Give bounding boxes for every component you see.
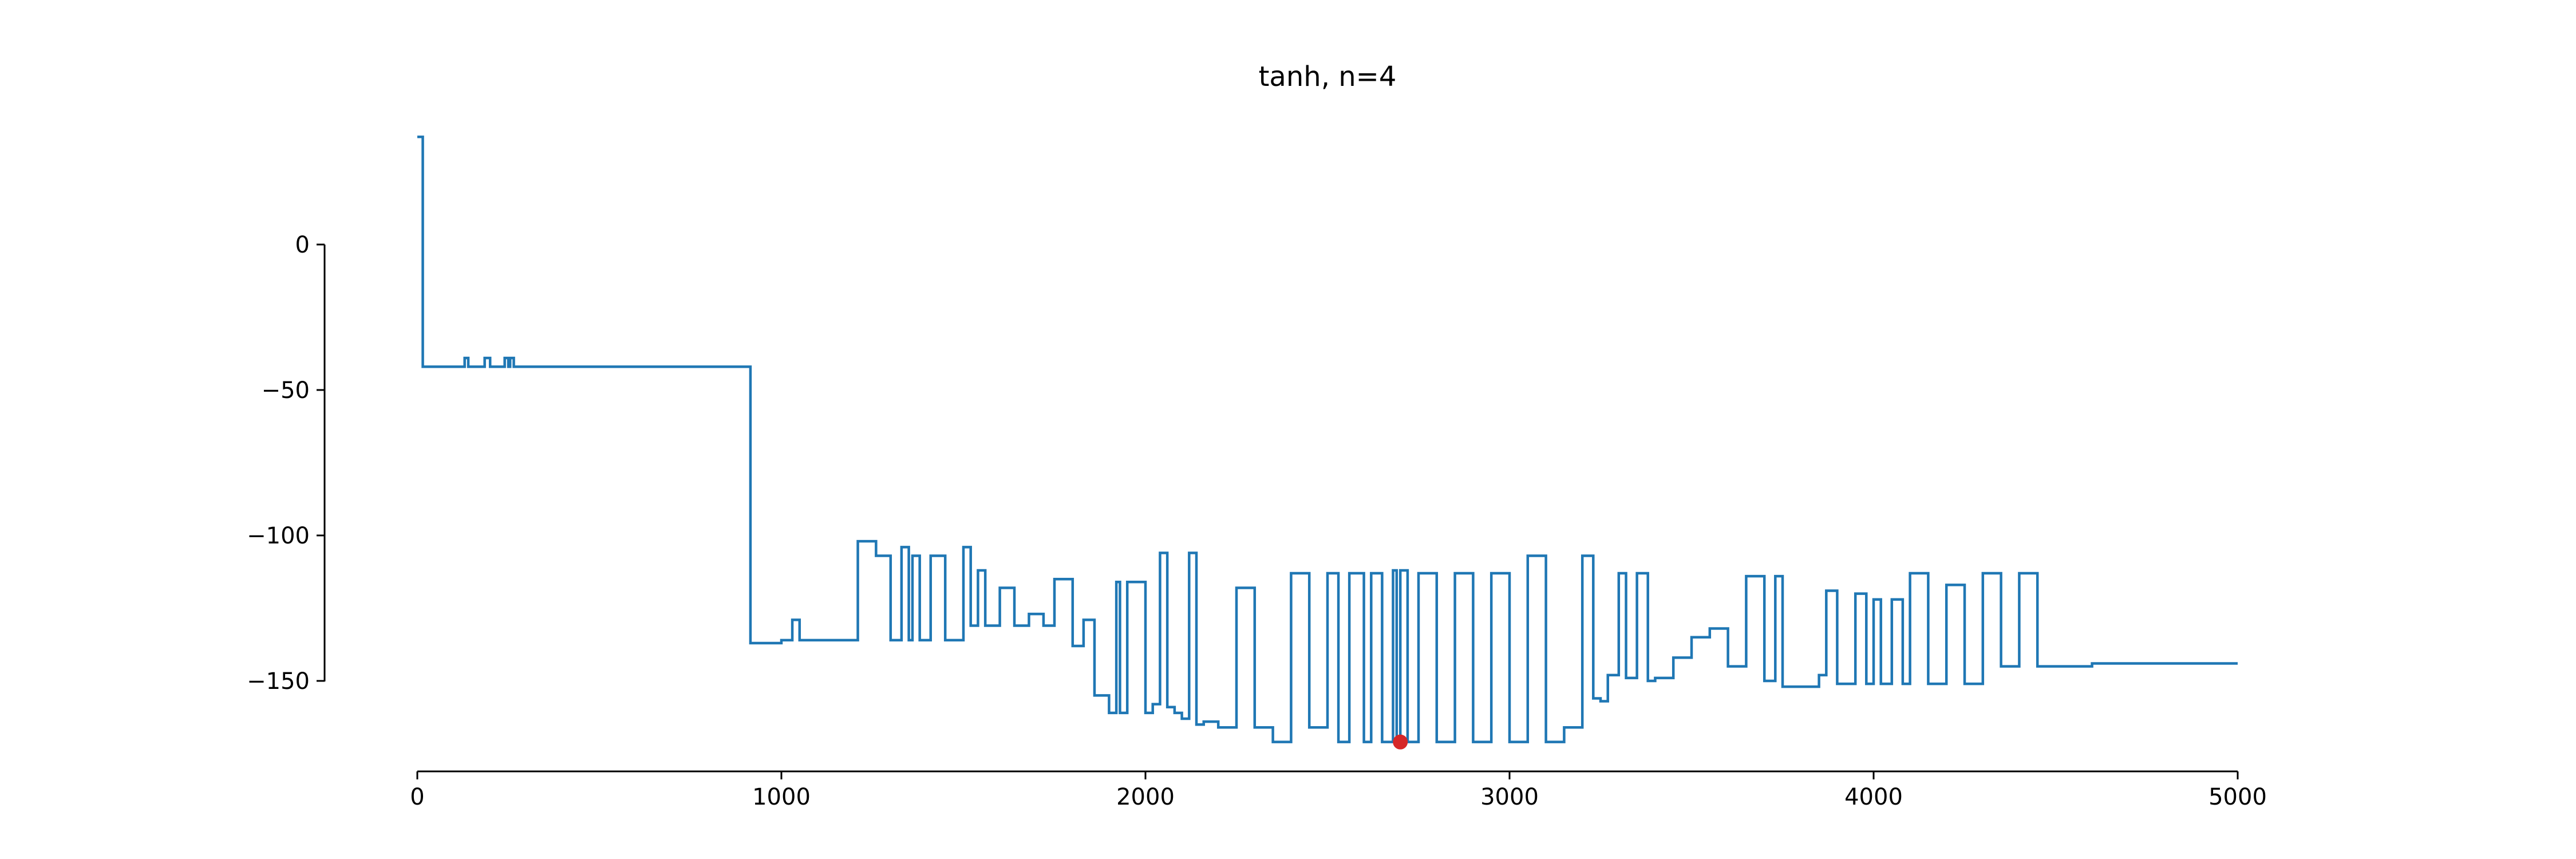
highlight-layer [1393,734,1408,750]
y-tick-label: −50 [262,377,310,404]
x-tick-label: 3000 [1480,784,1539,810]
y-tick-label: −100 [247,523,310,549]
x-tick-label: 0 [410,784,424,810]
y-tick-label: 0 [295,232,310,258]
x-tick-label: 1000 [752,784,811,810]
series-layer [417,135,2238,743]
axes-layer [323,245,2238,773]
y-tick-label: −150 [247,668,310,695]
x-tick-label: 4000 [1844,784,1903,810]
series-line-0 [417,135,2238,743]
x-tick-label: 5000 [2208,784,2267,810]
x-tick-label: 2000 [1116,784,1175,810]
chart-title: tanh, n=4 [1259,61,1397,93]
min-point-marker [1393,734,1408,750]
ticks-layer: 0 1000 2000 3000 4000 5000 0 −50 −100 −150 [247,232,2267,810]
